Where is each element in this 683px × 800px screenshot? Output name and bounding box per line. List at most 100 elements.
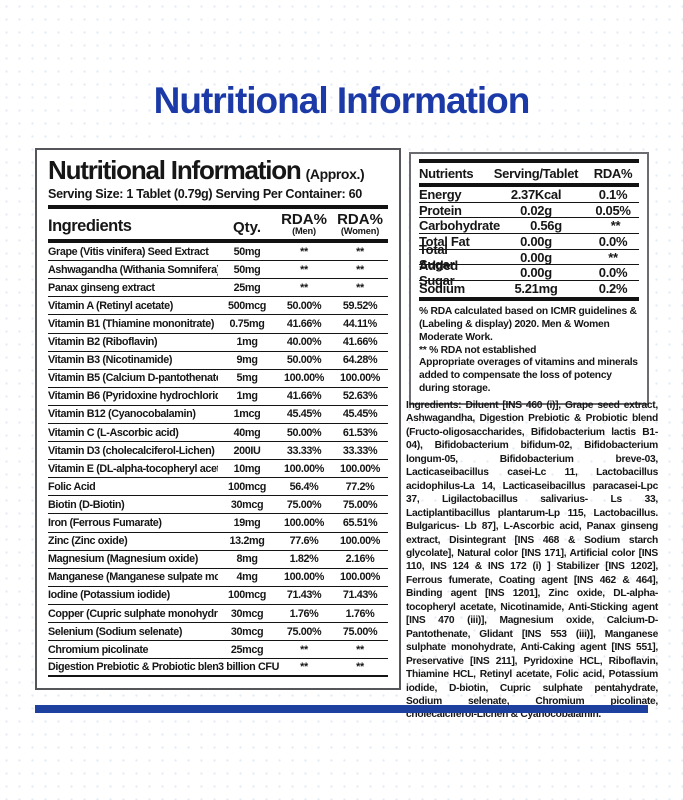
ingredient-row: Iodine (Potassium iodide) 100mcg 71.43% … [48,587,388,605]
note-line: ** % RDA not established [419,344,537,356]
nutrient-name: Energy [419,186,462,202]
ingredient-rda-men: 100.00% [284,517,324,530]
ingredient-qty: 100mcg [228,480,266,493]
ingredient-qty: 50mg [233,245,261,258]
nutrient-name: Sodium [419,281,465,297]
panel-title-row: Nutritional Information (Approx.) [48,155,388,186]
ingredient-name: Iron (Ferrous Fumarate) [48,517,162,530]
ingredient-name: Selenium (Sodium selenate) [48,625,183,638]
ingredient-qty: 40mg [233,426,261,439]
ingredient-rda-women: 61.53% [342,426,378,439]
ingredient-rda-women: 41.66% [342,336,378,349]
ingredient-row: Ashwagandha (Withania Somnifera) Root Po… [48,261,388,280]
nutrient-serving: 0.00g [520,233,552,249]
nutrient-rda: 0.0% [598,233,628,249]
nutrient-serving: 2.37Kcal [510,186,562,202]
nutrient-rda: 0.0% [598,265,628,281]
ingredient-name: Vitamin B12 (Cyanocobalamin) [48,408,196,421]
ingredient-rda-women: 65.51% [342,517,378,530]
ingredient-row: Vitamin B5 (Calcium D-pantothenate) 5mg … [48,370,388,388]
nutrient-serving: 0.56g [530,218,562,234]
ingredient-name: Folic Acid [48,480,96,493]
nutrients-table-header: Nutrients Serving/Tablet RDA% [419,163,639,183]
ingredient-rda-women: ** [356,245,364,258]
ingredient-rda-men: 71.43% [286,589,322,602]
ingredient-rda-men: 75.00% [286,625,322,638]
ingredient-row: Iron (Ferrous Fumarate) 19mg 100.00% 65.… [48,514,388,533]
ingredient-row: Digestion Prebiotic & Probiotic blend 3 … [48,659,388,678]
ingredient-rda-women: 59.52% [342,299,378,312]
nutrient-rda: 0.1% [598,186,628,202]
ingredient-name: Vitamin B3 (Nicotinamide) [48,354,173,367]
nutrient-name: Total Sugar [419,242,455,273]
ingredient-row: Vitamin C (L-Ascorbic acid) 40mg 50.00% … [48,424,388,443]
ingredient-rda-women: 100.00% [340,372,380,385]
ingredient-qty: 25mg [233,281,261,294]
ingredient-name: Grape (Vitis vinifera) Seed Extract [48,245,209,258]
ingredient-row: Vitamin B3 (Nicotinamide) 9mg 50.00% 64.… [48,352,388,370]
nutrient-rda: ** [608,249,618,265]
ingredient-rda-men: 100.00% [284,571,324,584]
ingredient-row: Folic Acid 100mcg 56.4% 77.2% [48,478,388,497]
panel-title-approx: (Approx.) [305,166,365,182]
nutrient-row: Energy 2.37Kcal 0.1% [419,187,639,203]
ingredient-rda-men: 40.00% [286,336,322,349]
ingredient-name: Vitamin C (L-Ascorbic acid) [48,426,179,439]
ingredient-name: Ashwagandha (Withania Somnifera) Root Po… [48,263,218,276]
ingredients-paragraph: Ingredients: Diluent [INS 460 (i)], Grap… [406,399,658,722]
ingredient-rda-women: 45.45% [342,408,378,421]
note-line: Appropriate overages of vitamins and min… [419,357,638,395]
column-header-serving: Serving/Tablet [493,166,579,181]
ingredient-rda-women: ** [356,263,364,276]
ingredient-row: Selenium (Sodium selenate) 30mcg 75.00% … [48,623,388,642]
ingredient-rda-women: 2.16% [345,553,375,566]
ingredient-row: Vitamin B1 (Thiamine mononitrate) 0.75mg… [48,315,388,334]
ingredient-qty: 25mcg [230,643,264,656]
column-header-rda-men: RDA% (Men) [276,212,332,236]
ingredient-row: Zinc (Zinc oxide) 13.2mg 77.6% 100.00% [48,533,388,551]
ingredient-rda-men: 41.66% [286,318,322,330]
ingredient-row: Grape (Vitis vinifera) Seed Extract 50mg… [48,243,388,262]
ingredient-row: Vitamin D3 (cholecalciferol-Lichen) 200I… [48,442,388,461]
ingredient-rda-men: ** [300,643,308,656]
ingredient-qty: 8mg [236,553,258,566]
ingredient-rda-women: ** [356,643,364,656]
nutrient-name: Added Sugar [419,257,458,288]
nutrient-row: Total Fat 0.00g 0.0% [419,234,639,250]
divider [419,159,639,163]
ingredient-rda-men: 50.00% [286,299,322,312]
nutrient-row: Protein 0.02g 0.05% [419,203,639,219]
ingredient-rda-men: 75.00% [286,498,322,511]
ingredient-rda-women: 1.76% [345,607,375,620]
divider [48,205,388,209]
ingredient-name: Vitamin B6 (Pyridoxine hydrochloride) [48,390,218,403]
ingredient-name: Vitamin B1 (Thiamine mononitrate) [48,318,215,330]
column-header-nutrients: Nutrients [419,166,474,181]
nutrient-serving: 0.02g [520,202,552,218]
nutrient-serving: 0.00g [520,249,552,265]
ingredient-row: Vitamin B2 (Riboflavin) 1mg 40.00% 41.66… [48,334,388,352]
ingredient-rda-women: ** [356,661,364,674]
rda-women-label: RDA% [337,211,383,228]
ingredient-row: Vitamin B12 (Cyanocobalamin) 1mcg 45.45%… [48,406,388,425]
ingredients-table-body: Grape (Vitis vinifera) Seed Extract 50mg… [48,243,388,678]
nutrients-panel: Nutrients Serving/Tablet RDA% Energy 2.3… [409,152,649,406]
nutrient-row: Sodium 5.21mg 0.2% [419,281,639,297]
ingredient-rda-men: 45.45% [286,408,322,421]
nutrients-table-body: Energy 2.37Kcal 0.1% Protein 0.02g 0.05%… [419,187,639,297]
ingredient-name: Vitamin E (DL-alpha-tocopheryl acetate) [48,462,218,475]
divider [419,183,639,187]
rda-women-sublabel: (Women) [340,226,380,237]
ingredients-paragraph-text: Diluent [INS 460 (i)], Grape seed extrac… [406,400,658,721]
ingredient-qty: 1mg [236,336,258,349]
ingredient-name: Panax ginseng extract [48,281,155,294]
ingredient-row: Manganese (Manganese sulpate monohydrate… [48,569,388,587]
ingredient-rda-men: ** [300,281,308,294]
ingredient-rda-men: 100.00% [284,462,324,475]
nutrient-row: Total Sugar 0.00g ** [419,242,639,272]
ingredient-name: Vitamin B2 (Riboflavin) [48,336,158,349]
nutrient-serving: 0.00g [520,265,552,281]
nutrient-name: Total Fat [419,233,470,249]
ingredient-rda-men: 33.33% [286,444,322,457]
column-header-ingredients: Ingredients [48,217,132,236]
